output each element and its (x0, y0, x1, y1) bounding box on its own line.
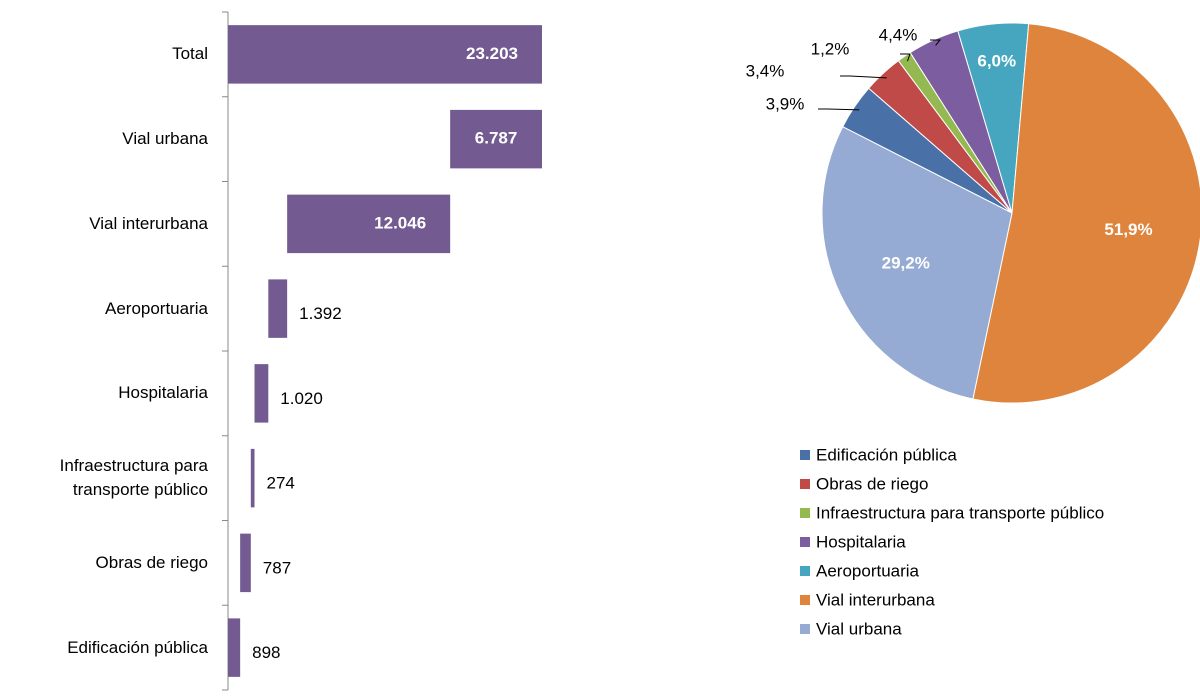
legend-swatch (800, 508, 810, 518)
value-label: 898 (252, 643, 280, 662)
leader-line (930, 39, 942, 46)
category-label: Edificación pública (67, 637, 208, 657)
category-label: Obras de riego (95, 552, 208, 572)
bar (250, 448, 255, 508)
legend-swatch (800, 595, 810, 605)
value-label: 6,0% (977, 51, 1016, 70)
value-label: 6.787 (475, 129, 518, 148)
leader-line (840, 75, 887, 79)
legend-swatch (800, 537, 810, 547)
value-label: 3,9% (766, 94, 805, 113)
value-label: 51,9% (1104, 220, 1152, 239)
category-label: Infraestructura para transporte público (59, 456, 208, 500)
value-label: 274 (267, 474, 295, 493)
legend-swatch (800, 624, 810, 634)
legend-swatch (800, 450, 810, 460)
legend-label: Infraestructura para transporte público (816, 503, 1104, 522)
bar (268, 279, 288, 338)
legend-swatch (800, 566, 810, 576)
legend-label: Edificación pública (816, 445, 957, 464)
legend-label: Hospitalaria (816, 532, 906, 551)
value-label: 3,4% (746, 61, 785, 80)
value-label: 29,2% (882, 253, 930, 272)
category-label: Hospitalaria (118, 383, 208, 403)
legend-label: Aeroportuaria (816, 561, 920, 580)
legend-swatch (800, 479, 810, 489)
bar (287, 194, 451, 254)
value-label: 1,2% (811, 39, 850, 58)
category-label: Vial urbana (122, 129, 208, 149)
value-label: 787 (263, 558, 291, 577)
category-label: Total (172, 44, 208, 64)
category-label: Aeroportuaria (104, 298, 208, 318)
value-label: 12.046 (374, 213, 426, 232)
value-label: 23.203 (466, 44, 518, 63)
bar (450, 109, 542, 169)
legend-label: Vial urbana (816, 619, 902, 638)
bar (254, 364, 269, 423)
category-label: Vial interurbana (89, 213, 208, 233)
value-label: 1.392 (299, 304, 342, 323)
value-label: 1.020 (280, 389, 323, 408)
pie-slice (821, 126, 1013, 400)
bar (240, 533, 251, 593)
bar (228, 618, 241, 677)
value-label: 4,4% (879, 25, 918, 44)
legend-label: Vial interurbana (816, 590, 935, 609)
legend-label: Obras de riego (816, 474, 928, 493)
bar (228, 25, 542, 84)
leader-line (900, 53, 911, 62)
leader-line (818, 108, 860, 111)
